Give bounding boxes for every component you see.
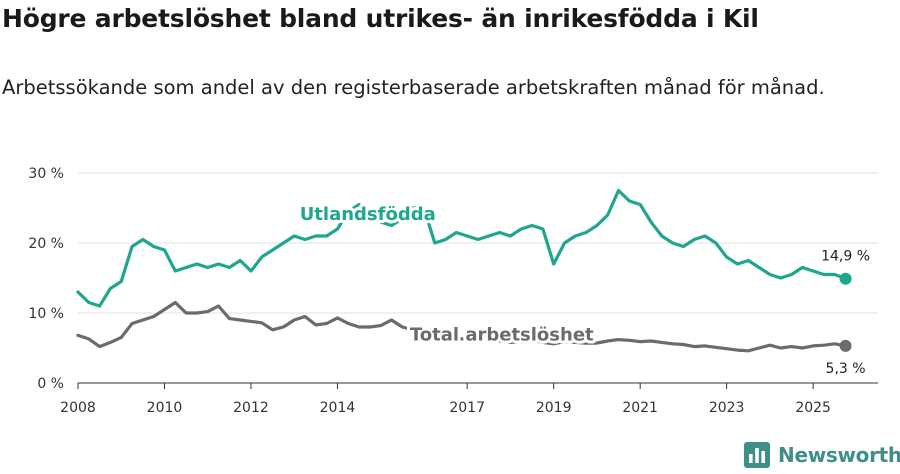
x-tick-label: 2023	[709, 400, 745, 416]
x-tick-label: 2017	[449, 400, 485, 416]
x-tick-label: 2012	[233, 400, 269, 416]
chart-title: Högre arbetslöshet bland utrikes- än inr…	[2, 4, 759, 33]
x-tick-label: 2008	[60, 400, 96, 416]
y-tick-label: 0 %	[37, 376, 64, 392]
series-end-dot-0	[839, 272, 852, 285]
brand-name: Newsworthy	[778, 443, 900, 467]
x-tick-label: 2021	[622, 400, 658, 416]
series-line-0	[76, 188, 848, 308]
chart-subtitle: Arbetssökande som andel av den registerb…	[2, 76, 825, 99]
series-end-label: 5,3 %	[826, 361, 866, 377]
series-label: Utlandsfödda	[300, 204, 436, 225]
x-tick-label: 2019	[536, 400, 572, 416]
y-tick-label: 10 %	[28, 306, 64, 322]
x-tick-label: 2010	[147, 400, 183, 416]
series-end-label: 14,9 %	[821, 249, 870, 265]
series-label: Total arbetslöshet	[410, 324, 594, 345]
newsworthy-logo: Newsworthy	[744, 442, 900, 468]
y-tick-label: 20 %	[28, 236, 64, 252]
newsworthy-bar-chart-icon	[744, 442, 770, 468]
x-tick-label: 2025	[795, 400, 831, 416]
series-line-1	[76, 300, 848, 353]
x-tick-label: 2014	[320, 400, 356, 416]
series-end-dot-1	[839, 339, 852, 352]
y-tick-label: 30 %	[28, 166, 64, 182]
